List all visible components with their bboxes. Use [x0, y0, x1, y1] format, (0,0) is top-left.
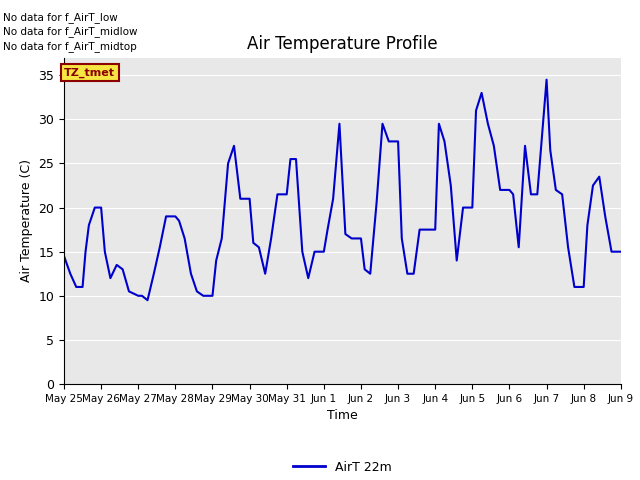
- Text: No data for f_AirT_midtop: No data for f_AirT_midtop: [3, 41, 137, 52]
- Y-axis label: Air Temperature (C): Air Temperature (C): [20, 159, 33, 282]
- Text: TZ_tmet: TZ_tmet: [65, 67, 115, 77]
- Legend: AirT 22m: AirT 22m: [289, 456, 396, 479]
- X-axis label: Time: Time: [327, 409, 358, 422]
- Text: No data for f_AirT_midlow: No data for f_AirT_midlow: [3, 26, 138, 37]
- Title: Air Temperature Profile: Air Temperature Profile: [247, 35, 438, 53]
- Text: No data for f_AirT_low: No data for f_AirT_low: [3, 12, 118, 23]
